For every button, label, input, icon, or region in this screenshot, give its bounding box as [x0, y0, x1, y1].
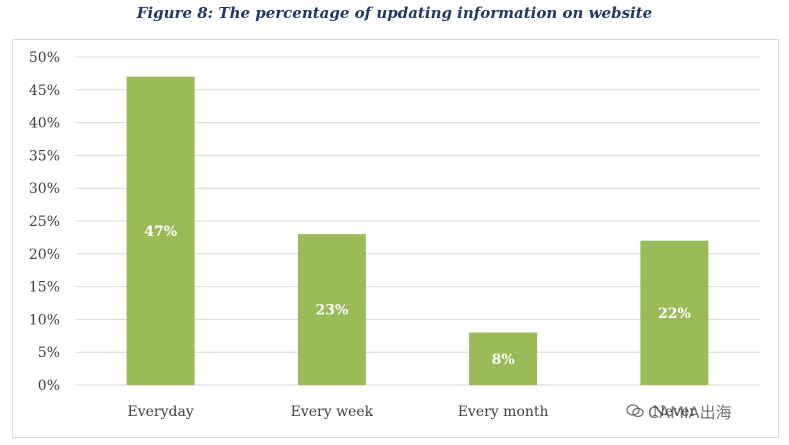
- bar: [297, 234, 366, 385]
- chart-title: Figure 8: The percentage of updating inf…: [136, 4, 653, 22]
- y-tick-label: 25%: [29, 214, 60, 230]
- data-label: 8%: [492, 352, 515, 368]
- bar: [640, 240, 709, 385]
- wechat-icon: [626, 404, 644, 418]
- watermark-text: CAMIA出海: [648, 403, 732, 422]
- y-tick-label: 15%: [29, 280, 60, 296]
- y-tick-label: 45%: [29, 83, 60, 99]
- bar: [469, 332, 538, 385]
- y-tick-label: 5%: [38, 345, 60, 361]
- chart-frame: [12, 39, 779, 438]
- x-tick-label: Never: [653, 404, 697, 420]
- data-label: 22%: [658, 306, 691, 322]
- data-label: 47%: [144, 224, 177, 240]
- y-tick-label: 40%: [29, 116, 60, 132]
- x-tick-label: Every month: [458, 404, 549, 420]
- y-tick-label: 0%: [38, 378, 60, 394]
- data-label: 23%: [315, 303, 348, 319]
- y-tick-label: 50%: [29, 50, 60, 66]
- watermark: CAMIA出海: [626, 399, 732, 423]
- y-tick-label: 30%: [29, 181, 60, 197]
- x-tick-label: Every week: [291, 404, 374, 420]
- y-tick-label: 10%: [29, 312, 60, 328]
- bar: [126, 76, 195, 386]
- y-tick-label: 35%: [29, 148, 60, 164]
- x-tick-label: Everyday: [128, 404, 194, 420]
- y-tick-label: 20%: [29, 247, 60, 263]
